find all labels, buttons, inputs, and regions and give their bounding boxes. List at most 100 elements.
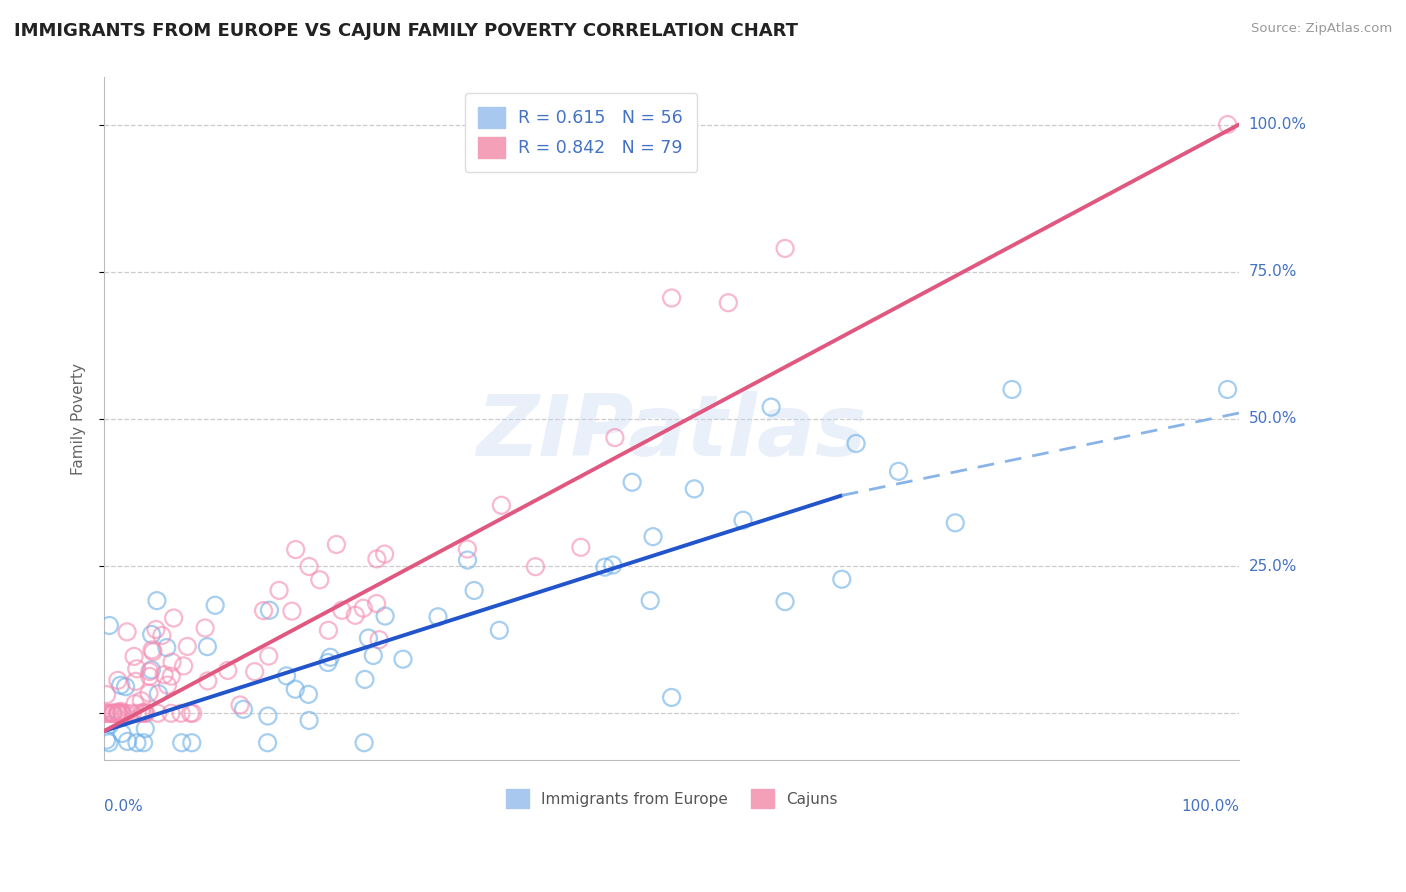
Point	[114, 680, 136, 694]
Point	[488, 624, 510, 638]
Point	[145, 623, 167, 637]
Point	[204, 599, 226, 613]
Point	[276, 669, 298, 683]
Text: Source: ZipAtlas.com: Source: ZipAtlas.com	[1251, 22, 1392, 36]
Point	[427, 609, 450, 624]
Point	[318, 624, 340, 638]
Point	[138, 686, 160, 700]
Point	[252, 604, 274, 618]
Point	[1001, 383, 1024, 397]
Point	[357, 631, 380, 645]
Point	[181, 706, 204, 721]
Point	[456, 542, 478, 557]
Text: 75.0%: 75.0%	[1249, 264, 1296, 279]
Point	[153, 667, 176, 681]
Point	[146, 706, 169, 721]
Point	[179, 706, 201, 721]
Point	[125, 662, 148, 676]
Point	[141, 627, 163, 641]
Point	[142, 645, 165, 659]
Point	[457, 553, 479, 567]
Text: 50.0%: 50.0%	[1249, 411, 1296, 426]
Point	[217, 664, 239, 678]
Point	[141, 643, 163, 657]
Point	[115, 624, 138, 639]
Point	[257, 709, 280, 723]
Point	[176, 640, 198, 654]
Point	[259, 603, 281, 617]
Point	[111, 706, 134, 721]
Point	[731, 513, 754, 527]
Point	[105, 706, 128, 721]
Point	[308, 573, 330, 587]
Point	[96, 706, 118, 721]
Point	[243, 665, 266, 679]
Point	[773, 241, 796, 255]
Y-axis label: Family Poverty: Family Poverty	[72, 363, 86, 475]
Point	[638, 593, 661, 607]
Point	[150, 628, 173, 642]
Point	[845, 436, 868, 450]
Point	[107, 706, 129, 721]
Point	[132, 706, 155, 721]
Point	[162, 611, 184, 625]
Point	[160, 655, 183, 669]
Point	[135, 706, 157, 721]
Point	[138, 665, 160, 679]
Point	[96, 733, 118, 747]
Point	[111, 726, 134, 740]
Point	[107, 705, 129, 719]
Point	[316, 656, 339, 670]
Legend: Immigrants from Europe, Cajuns: Immigrants from Europe, Cajuns	[499, 783, 844, 814]
Point	[344, 608, 367, 623]
Point	[374, 547, 396, 561]
Point	[98, 706, 121, 721]
Point	[593, 560, 616, 574]
Point	[366, 552, 388, 566]
Point	[569, 541, 592, 555]
Text: 100.0%: 100.0%	[1181, 799, 1239, 814]
Text: ZIPatlas: ZIPatlas	[477, 391, 866, 474]
Point	[132, 736, 155, 750]
Point	[173, 659, 195, 673]
Point	[115, 706, 138, 721]
Point	[366, 597, 388, 611]
Point	[125, 736, 148, 750]
Point	[156, 640, 179, 655]
Point	[661, 690, 683, 705]
Point	[124, 697, 146, 711]
Point	[256, 736, 278, 750]
Point	[524, 559, 547, 574]
Point	[298, 559, 321, 574]
Point	[284, 542, 307, 557]
Point	[107, 706, 129, 721]
Point	[170, 736, 193, 750]
Point	[98, 718, 121, 732]
Point	[110, 705, 132, 719]
Point	[180, 736, 202, 750]
Point	[361, 648, 384, 663]
Point	[107, 706, 129, 721]
Point	[773, 594, 796, 608]
Point	[121, 706, 143, 721]
Point	[943, 516, 966, 530]
Point	[392, 652, 415, 666]
Point	[103, 706, 125, 721]
Point	[156, 678, 179, 692]
Point	[281, 604, 304, 618]
Point	[122, 649, 145, 664]
Point	[298, 714, 321, 728]
Point	[141, 663, 163, 677]
Point	[352, 601, 374, 615]
Point	[110, 678, 132, 692]
Point	[98, 618, 121, 632]
Point	[129, 694, 152, 708]
Point	[257, 649, 280, 664]
Point	[1216, 118, 1239, 132]
Point	[117, 734, 139, 748]
Point	[107, 673, 129, 688]
Point	[759, 400, 782, 414]
Point	[267, 583, 290, 598]
Point	[491, 498, 513, 512]
Point	[661, 291, 683, 305]
